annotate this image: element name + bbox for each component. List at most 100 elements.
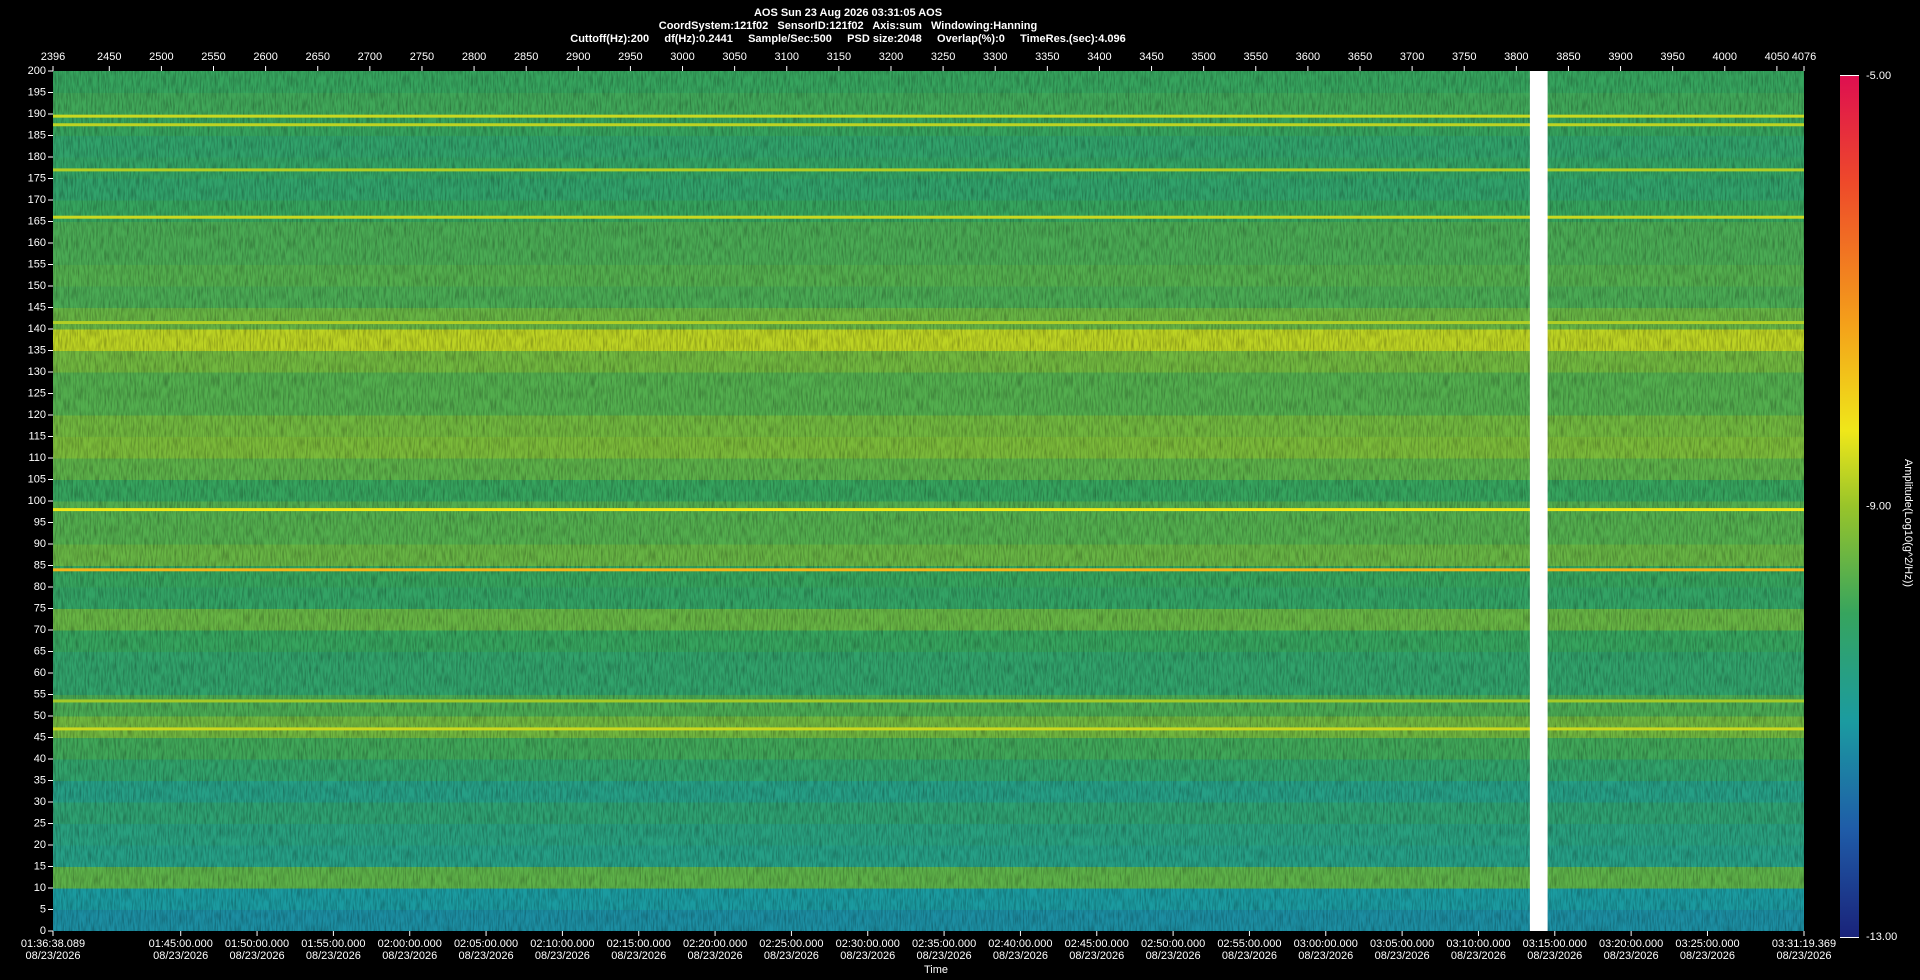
x-tick-label: 02:45:00.000 bbox=[1065, 938, 1129, 950]
x2-tick-label: 2950 bbox=[618, 51, 642, 63]
y-tick-label: 200 bbox=[28, 65, 46, 77]
x-tick-label: 02:35:00.000 bbox=[912, 938, 976, 950]
x-tick-label: 03:10:00.000 bbox=[1446, 938, 1510, 950]
spectral-line bbox=[53, 508, 1804, 512]
x-tick-label: 03:00:00.000 bbox=[1294, 938, 1358, 950]
x2-tick-label: 3750 bbox=[1452, 51, 1476, 63]
x-tick-label: 03:31:19.369 bbox=[1772, 938, 1836, 950]
x-tick-date: 08/23/2026 bbox=[306, 950, 361, 962]
y-tick-label: 55 bbox=[34, 688, 46, 700]
y-tick-label: 85 bbox=[34, 559, 46, 571]
x-tick-label: 02:25:00.000 bbox=[759, 938, 823, 950]
x2-tick-label: 3000 bbox=[670, 51, 694, 63]
y-tick-label: 25 bbox=[34, 817, 46, 829]
spectral-line bbox=[53, 321, 1804, 325]
y-tick-label: 120 bbox=[28, 409, 46, 421]
spectral-line bbox=[53, 114, 1804, 118]
y-tick-label: 175 bbox=[28, 172, 46, 184]
y-tick-label: 115 bbox=[28, 430, 46, 442]
y-tick-label: 0 bbox=[40, 925, 46, 937]
x2-tick-label: 3400 bbox=[1087, 51, 1111, 63]
x2-tick-label: 2650 bbox=[305, 51, 329, 63]
x2-tick-label: 3900 bbox=[1608, 51, 1632, 63]
colorbar-tick-label: -9.00 bbox=[1866, 500, 1891, 512]
y-tick-label: 180 bbox=[28, 151, 46, 163]
y-tick-label: 125 bbox=[28, 387, 46, 399]
x2-tick-label: 3650 bbox=[1348, 51, 1372, 63]
x2-tick-label: 3450 bbox=[1139, 51, 1163, 63]
x-tick-label: 02:40:00.000 bbox=[988, 938, 1052, 950]
y-tick-label: 20 bbox=[34, 839, 46, 851]
colorbar bbox=[1840, 76, 1859, 937]
x2-tick-label: 3600 bbox=[1296, 51, 1320, 63]
x-tick-date: 08/23/2026 bbox=[1680, 950, 1735, 962]
colorbar-tick-label: -13.00 bbox=[1866, 931, 1897, 943]
spectral-line bbox=[53, 123, 1804, 127]
spectral-line bbox=[53, 727, 1804, 731]
y-tick-label: 150 bbox=[28, 280, 46, 292]
y-tick-label: 135 bbox=[28, 344, 46, 356]
x-tick-date: 08/23/2026 bbox=[1222, 950, 1277, 962]
x-tick-label: 02:00:00.000 bbox=[378, 938, 442, 950]
spectral-line bbox=[53, 215, 1804, 219]
y-tick-label: 45 bbox=[34, 731, 46, 743]
data-gap bbox=[1529, 71, 1548, 931]
x2-tick-label: 3200 bbox=[879, 51, 903, 63]
x2-tick-label: 2396 bbox=[41, 51, 65, 63]
y-tick-label: 140 bbox=[28, 323, 46, 335]
x-tick-date: 08/23/2026 bbox=[230, 950, 285, 962]
x2-tick-label: 2600 bbox=[253, 51, 277, 63]
x-axis-title: Time bbox=[924, 964, 948, 976]
y-tick-label: 30 bbox=[34, 796, 46, 808]
y-tick-label: 15 bbox=[34, 860, 46, 872]
x2-tick-label: 3100 bbox=[775, 51, 799, 63]
y-tick-label: 165 bbox=[28, 215, 46, 227]
x2-tick-label: 2500 bbox=[149, 51, 173, 63]
x-tick-label: 03:05:00.000 bbox=[1370, 938, 1434, 950]
texture bbox=[53, 71, 1804, 931]
y-tick-label: 155 bbox=[28, 258, 46, 270]
y-tick-label: 10 bbox=[34, 882, 46, 894]
x-tick-date: 08/23/2026 bbox=[1069, 950, 1124, 962]
x-tick-label: 02:20:00.000 bbox=[683, 938, 747, 950]
x2-tick-label: 2800 bbox=[462, 51, 486, 63]
x-tick-date: 08/23/2026 bbox=[1527, 950, 1582, 962]
y-tick-label: 170 bbox=[28, 194, 46, 206]
y-tick-label: 90 bbox=[34, 538, 46, 550]
x2-tick-label: 2550 bbox=[201, 51, 225, 63]
x2-tick-label: 3950 bbox=[1660, 51, 1684, 63]
x-tick-label: 02:05:00.000 bbox=[454, 938, 518, 950]
x-tick-date: 08/23/2026 bbox=[1604, 950, 1659, 962]
x2-tick-label: 3850 bbox=[1556, 51, 1580, 63]
x-tick-date: 08/23/2026 bbox=[1451, 950, 1506, 962]
x-tick-date: 08/23/2026 bbox=[1146, 950, 1201, 962]
x-tick-label: 02:15:00.000 bbox=[607, 938, 671, 950]
y-tick-label: 35 bbox=[34, 774, 46, 786]
x2-tick-label: 3550 bbox=[1244, 51, 1268, 63]
y-tick-label: 145 bbox=[28, 301, 46, 313]
x-tick-label: 02:50:00.000 bbox=[1141, 938, 1205, 950]
x2-tick-label: 4000 bbox=[1713, 51, 1737, 63]
x2-tick-label: 3500 bbox=[1191, 51, 1215, 63]
x2-tick-label: 2850 bbox=[514, 51, 538, 63]
x2-tick-label: 4076 bbox=[1792, 51, 1816, 63]
x2-tick-label: 3800 bbox=[1504, 51, 1528, 63]
x-tick-label: 01:36:38.089 bbox=[21, 938, 85, 950]
x2-tick-label: 4050 bbox=[1765, 51, 1789, 63]
y-tick-label: 130 bbox=[28, 366, 46, 378]
spectral-line bbox=[53, 168, 1804, 172]
x-tick-label: 02:10:00.000 bbox=[530, 938, 594, 950]
y-tick-label: 160 bbox=[28, 237, 46, 249]
x-tick-date: 08/23/2026 bbox=[1776, 950, 1831, 962]
x2-tick-label: 3300 bbox=[983, 51, 1007, 63]
x-tick-date: 08/23/2026 bbox=[535, 950, 590, 962]
x-tick-date: 08/23/2026 bbox=[382, 950, 437, 962]
axes: 0 5 10 15 20 25 30 35 40 45 50 55 60 65 70 75 80 85 90 95 10… bbox=[21, 51, 1897, 962]
x-tick-date: 08/23/2026 bbox=[688, 950, 743, 962]
y-tick-label: 105 bbox=[28, 473, 46, 485]
x-tick-date: 08/23/2026 bbox=[1298, 950, 1353, 962]
x2-tick-label: 3050 bbox=[722, 51, 746, 63]
spectral-line bbox=[53, 699, 1804, 703]
x-tick-label: 02:55:00.000 bbox=[1217, 938, 1281, 950]
x2-tick-label: 3350 bbox=[1035, 51, 1059, 63]
